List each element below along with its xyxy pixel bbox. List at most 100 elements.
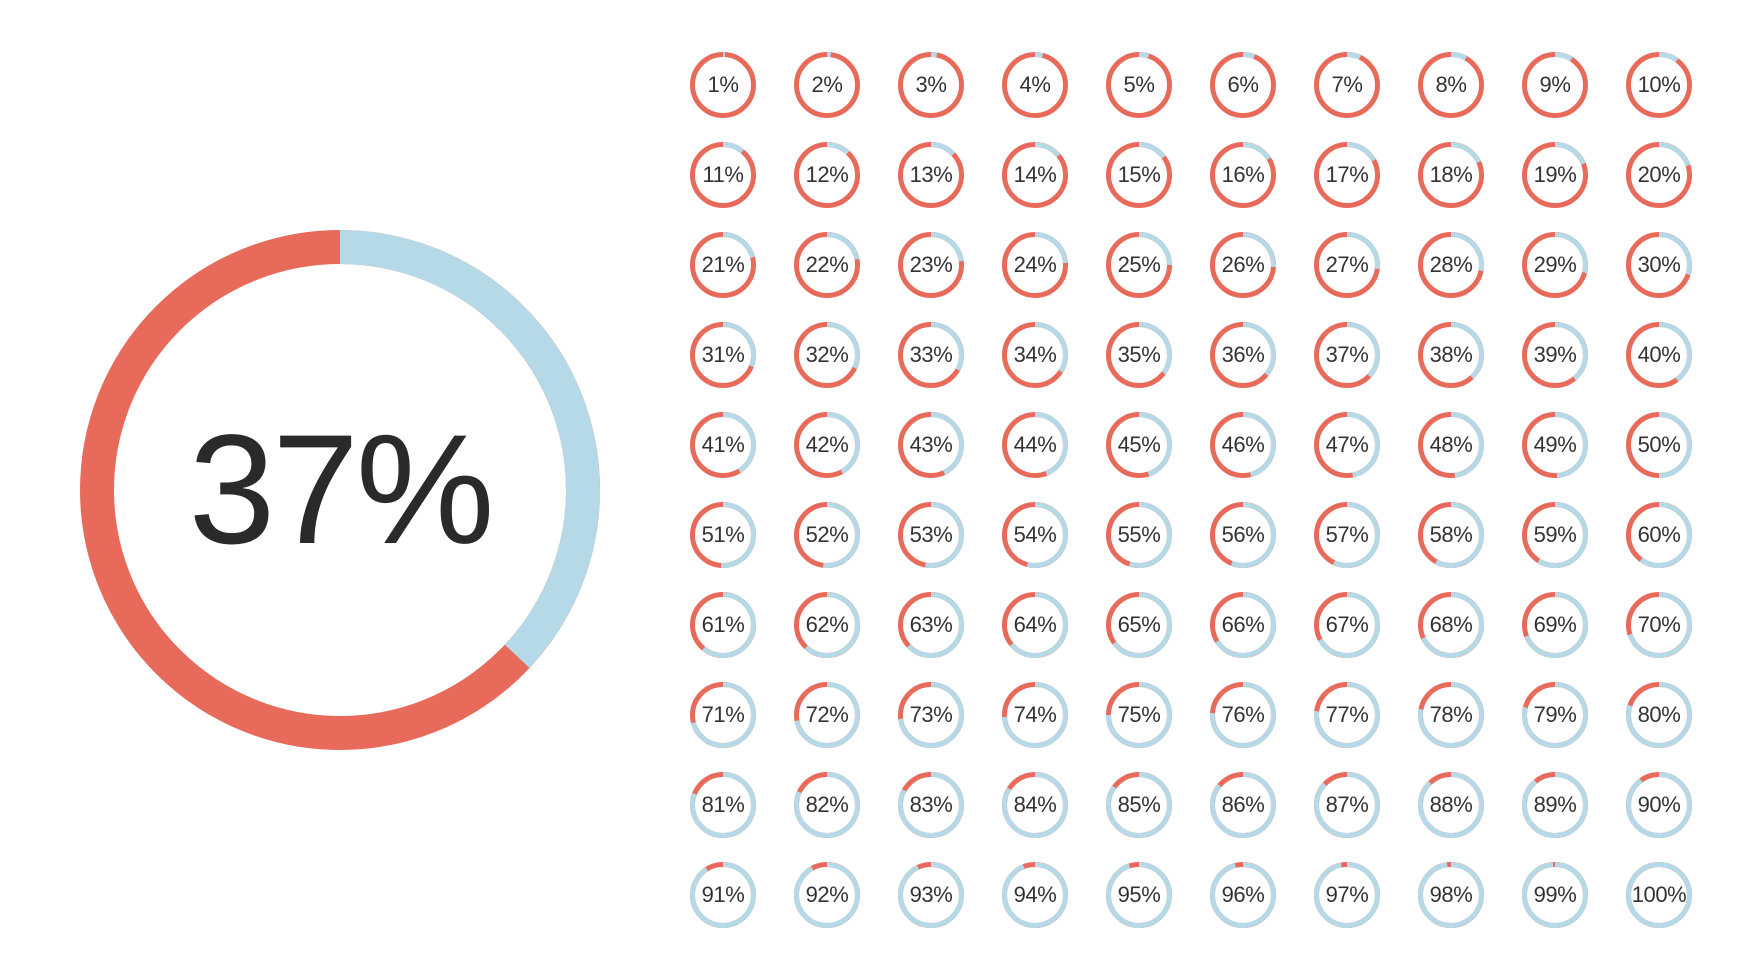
small-donut-label: 64% bbox=[1002, 592, 1068, 658]
small-donut-chart: 32% bbox=[794, 322, 860, 388]
small-donut-chart: 53% bbox=[898, 502, 964, 568]
small-donut-label: 11% bbox=[690, 142, 756, 208]
small-donut-chart: 79% bbox=[1522, 682, 1588, 748]
small-donut-label: 12% bbox=[794, 142, 860, 208]
small-donut-chart: 22% bbox=[794, 232, 860, 298]
small-donut-chart: 36% bbox=[1210, 322, 1276, 388]
small-donut-label: 25% bbox=[1106, 232, 1172, 298]
small-donut-chart: 44% bbox=[1002, 412, 1068, 478]
small-donut-label: 2% bbox=[794, 52, 860, 118]
small-donut-chart: 51% bbox=[690, 502, 756, 568]
small-donut-label: 77% bbox=[1314, 682, 1380, 748]
small-donut-chart: 10% bbox=[1626, 52, 1692, 118]
small-donut-label: 82% bbox=[794, 772, 860, 838]
small-donut-label: 8% bbox=[1418, 52, 1484, 118]
small-donut-label: 85% bbox=[1106, 772, 1172, 838]
small-donut-label: 69% bbox=[1522, 592, 1588, 658]
small-donut-label: 78% bbox=[1418, 682, 1484, 748]
small-donut-label: 35% bbox=[1106, 322, 1172, 388]
small-donut-label: 95% bbox=[1106, 862, 1172, 928]
small-donut-chart: 37% bbox=[1314, 322, 1380, 388]
small-donut-label: 34% bbox=[1002, 322, 1068, 388]
small-donut-chart: 65% bbox=[1106, 592, 1172, 658]
small-donut-label: 29% bbox=[1522, 232, 1588, 298]
small-donut-chart: 34% bbox=[1002, 322, 1068, 388]
small-donut-chart: 83% bbox=[898, 772, 964, 838]
small-donut-chart: 70% bbox=[1626, 592, 1692, 658]
grid-panel: 1%2%3%4%5%6%7%8%9%10%11%12%13%14%15%16%1… bbox=[680, 0, 1742, 980]
small-donut-chart: 35% bbox=[1106, 322, 1172, 388]
small-donut-chart: 76% bbox=[1210, 682, 1276, 748]
small-donut-label: 31% bbox=[690, 322, 756, 388]
small-donut-label: 97% bbox=[1314, 862, 1380, 928]
small-donut-chart: 84% bbox=[1002, 772, 1068, 838]
small-donut-label: 30% bbox=[1626, 232, 1692, 298]
small-donut-chart: 62% bbox=[794, 592, 860, 658]
small-donut-chart: 92% bbox=[794, 862, 860, 928]
small-donut-label: 74% bbox=[1002, 682, 1068, 748]
small-donut-chart: 14% bbox=[1002, 142, 1068, 208]
small-donut-label: 28% bbox=[1418, 232, 1484, 298]
small-donut-label: 16% bbox=[1210, 142, 1276, 208]
small-donut-label: 54% bbox=[1002, 502, 1068, 568]
small-donut-label: 46% bbox=[1210, 412, 1276, 478]
small-donut-chart: 1% bbox=[690, 52, 756, 118]
small-donut-chart: 27% bbox=[1314, 232, 1380, 298]
small-donut-label: 94% bbox=[1002, 862, 1068, 928]
small-donut-chart: 69% bbox=[1522, 592, 1588, 658]
small-donut-label: 47% bbox=[1314, 412, 1380, 478]
small-donut-label: 9% bbox=[1522, 52, 1588, 118]
small-donut-label: 83% bbox=[898, 772, 964, 838]
small-donut-label: 39% bbox=[1522, 322, 1588, 388]
small-donut-label: 75% bbox=[1106, 682, 1172, 748]
small-donut-label: 27% bbox=[1314, 232, 1380, 298]
small-donut-label: 90% bbox=[1626, 772, 1692, 838]
small-donut-label: 52% bbox=[794, 502, 860, 568]
small-donut-label: 51% bbox=[690, 502, 756, 568]
small-donut-chart: 8% bbox=[1418, 52, 1484, 118]
small-donut-label: 50% bbox=[1626, 412, 1692, 478]
small-donut-chart: 50% bbox=[1626, 412, 1692, 478]
donut-grid: 1%2%3%4%5%6%7%8%9%10%11%12%13%14%15%16%1… bbox=[690, 52, 1692, 928]
small-donut-label: 65% bbox=[1106, 592, 1172, 658]
small-donut-chart: 26% bbox=[1210, 232, 1276, 298]
small-donut-chart: 24% bbox=[1002, 232, 1068, 298]
small-donut-chart: 31% bbox=[690, 322, 756, 388]
small-donut-label: 3% bbox=[898, 52, 964, 118]
small-donut-label: 6% bbox=[1210, 52, 1276, 118]
small-donut-label: 24% bbox=[1002, 232, 1068, 298]
small-donut-chart: 33% bbox=[898, 322, 964, 388]
small-donut-chart: 87% bbox=[1314, 772, 1380, 838]
small-donut-chart: 74% bbox=[1002, 682, 1068, 748]
small-donut-chart: 85% bbox=[1106, 772, 1172, 838]
small-donut-label: 53% bbox=[898, 502, 964, 568]
small-donut-label: 76% bbox=[1210, 682, 1276, 748]
small-donut-chart: 97% bbox=[1314, 862, 1380, 928]
small-donut-chart: 89% bbox=[1522, 772, 1588, 838]
small-donut-label: 41% bbox=[690, 412, 756, 478]
small-donut-label: 70% bbox=[1626, 592, 1692, 658]
small-donut-label: 81% bbox=[690, 772, 756, 838]
small-donut-label: 36% bbox=[1210, 322, 1276, 388]
small-donut-chart: 55% bbox=[1106, 502, 1172, 568]
small-donut-label: 63% bbox=[898, 592, 964, 658]
small-donut-chart: 100% bbox=[1626, 862, 1692, 928]
small-donut-chart: 12% bbox=[794, 142, 860, 208]
small-donut-chart: 13% bbox=[898, 142, 964, 208]
small-donut-chart: 59% bbox=[1522, 502, 1588, 568]
small-donut-chart: 19% bbox=[1522, 142, 1588, 208]
small-donut-label: 86% bbox=[1210, 772, 1276, 838]
small-donut-chart: 7% bbox=[1314, 52, 1380, 118]
small-donut-label: 26% bbox=[1210, 232, 1276, 298]
small-donut-label: 91% bbox=[690, 862, 756, 928]
small-donut-label: 48% bbox=[1418, 412, 1484, 478]
small-donut-label: 100% bbox=[1626, 862, 1692, 928]
small-donut-label: 71% bbox=[690, 682, 756, 748]
small-donut-label: 18% bbox=[1418, 142, 1484, 208]
small-donut-chart: 23% bbox=[898, 232, 964, 298]
small-donut-chart: 90% bbox=[1626, 772, 1692, 838]
small-donut-label: 14% bbox=[1002, 142, 1068, 208]
small-donut-chart: 3% bbox=[898, 52, 964, 118]
small-donut-label: 84% bbox=[1002, 772, 1068, 838]
small-donut-label: 89% bbox=[1522, 772, 1588, 838]
